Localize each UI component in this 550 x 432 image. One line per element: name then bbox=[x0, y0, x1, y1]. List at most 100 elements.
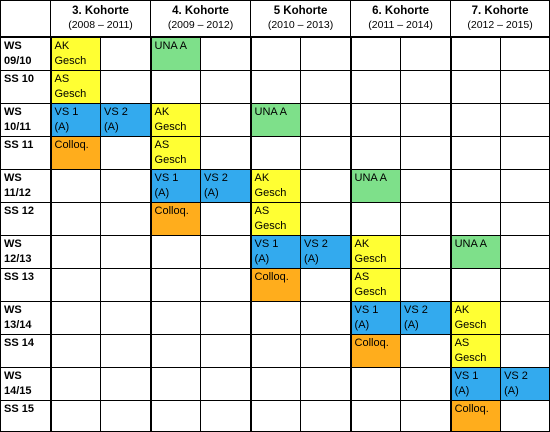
schedule-cell bbox=[99, 399, 152, 432]
module-label: AS Gesch bbox=[154, 138, 187, 166]
schedule-cell bbox=[400, 399, 452, 432]
schedule-cell bbox=[99, 201, 152, 236]
semester-label: SS 12 bbox=[0, 201, 51, 236]
schedule-cell bbox=[249, 399, 302, 432]
module-label: Colloq. bbox=[154, 204, 189, 217]
module-label: VS 1 (A) bbox=[154, 171, 179, 199]
module-label: AS Gesch bbox=[454, 336, 487, 364]
semester-row: SS 14 Colloq. AS Gesch bbox=[0, 333, 550, 368]
schedule-cell: VS 1 (A) bbox=[149, 168, 202, 203]
module-label: AS Gesch bbox=[54, 72, 87, 100]
schedule-cell: AS Gesch bbox=[349, 267, 402, 302]
schedule-cell bbox=[349, 69, 402, 104]
schedule-cell: Colloq. bbox=[349, 333, 402, 368]
schedule-cell: UNA A bbox=[149, 36, 202, 71]
semester-label: WS 12/13 bbox=[0, 234, 51, 269]
schedule-cell bbox=[200, 366, 252, 401]
schedule-cell bbox=[300, 366, 352, 401]
schedule-cell bbox=[349, 135, 402, 170]
cohort-name: 4. Kohorte bbox=[172, 5, 229, 18]
schedule-cell bbox=[99, 69, 152, 104]
schedule-cell bbox=[400, 36, 452, 71]
module-label: VS 2 (A) bbox=[404, 303, 428, 331]
schedule-cell bbox=[400, 201, 452, 236]
schedule-cell bbox=[149, 366, 202, 401]
schedule-cell bbox=[349, 399, 402, 432]
module-label: AK Gesch bbox=[254, 171, 287, 199]
schedule-cell bbox=[49, 168, 101, 203]
semester-row: SS 13 Colloq. AS Gesch bbox=[0, 267, 550, 302]
module-label: AS Gesch bbox=[254, 204, 287, 232]
schedule-cell bbox=[99, 267, 152, 302]
cohort-header-6: 6. Kohorte (2011 – 2014) bbox=[350, 0, 452, 38]
semester-row: SS 10 AS Gesch bbox=[0, 69, 550, 104]
schedule-cell bbox=[49, 333, 101, 368]
table-header: 3. Kohorte (2008 – 2011) 4. Kohorte (200… bbox=[0, 0, 550, 38]
schedule-body: WS 09/10 AK Gesch UNA A SS 10 AS Gesch WS 10/… bbox=[0, 36, 550, 432]
schedule-cell bbox=[200, 300, 252, 335]
schedule-cell bbox=[400, 333, 452, 368]
schedule-cell bbox=[200, 234, 252, 269]
schedule-cell: VS 1 (A) bbox=[49, 102, 101, 137]
module-label: AK Gesch bbox=[54, 39, 87, 67]
schedule-cell bbox=[449, 201, 502, 236]
semester-label: SS 14 bbox=[0, 333, 51, 368]
module-label: VS 2 (A) bbox=[504, 369, 528, 397]
semester-row: WS 12/13 VS 1 (A) VS 2 (A) AK Gesch UNA A bbox=[0, 234, 550, 269]
schedule-cell bbox=[99, 234, 152, 269]
schedule-cell bbox=[249, 300, 302, 335]
module-label: UNA A bbox=[354, 171, 387, 184]
cohort-years: (2009 – 2012) bbox=[167, 19, 234, 32]
schedule-cell bbox=[200, 69, 252, 104]
semester-row: SS 15 Colloq. bbox=[0, 399, 550, 432]
schedule-cell bbox=[200, 333, 252, 368]
schedule-cell: Colloq. bbox=[449, 399, 502, 432]
semester-row: WS 13/14 VS 1 (A) VS 2 (A) AK Gesch bbox=[0, 300, 550, 335]
cohort-name: 7. Kohorte bbox=[471, 5, 529, 18]
semester-row: SS 11 Colloq. AS Gesch bbox=[0, 135, 550, 170]
module-label: VS 1 (A) bbox=[54, 105, 79, 133]
schedule-cell: AS Gesch bbox=[449, 333, 502, 368]
cohort-years: (2008 – 2011) bbox=[68, 19, 133, 32]
module-label: VS 1 (A) bbox=[454, 369, 479, 397]
module-label: UNA A bbox=[254, 105, 287, 118]
semester-label: WS 14/15 bbox=[0, 366, 51, 401]
schedule-cell: VS 1 (A) bbox=[249, 234, 302, 269]
cohort-name: 3. Kohorte bbox=[72, 5, 129, 18]
schedule-cell: AS Gesch bbox=[249, 201, 302, 236]
schedule-cell bbox=[500, 168, 550, 203]
cohort-name: 6. Kohorte bbox=[372, 5, 429, 18]
schedule-cell bbox=[500, 36, 550, 71]
schedule-cell bbox=[500, 201, 550, 236]
schedule-cell bbox=[49, 201, 101, 236]
schedule-cell bbox=[200, 201, 252, 236]
schedule-cell: AK Gesch bbox=[449, 300, 502, 335]
schedule-cell: Colloq. bbox=[149, 201, 202, 236]
schedule-cell bbox=[99, 168, 152, 203]
module-label: VS 2 (A) bbox=[304, 237, 328, 265]
schedule-cell bbox=[300, 168, 352, 203]
schedule-cell bbox=[99, 300, 152, 335]
schedule-cell: VS 2 (A) bbox=[500, 366, 550, 401]
schedule-cell bbox=[400, 234, 452, 269]
schedule-cell bbox=[300, 201, 352, 236]
schedule-cell bbox=[200, 102, 252, 137]
schedule-cell bbox=[300, 333, 352, 368]
schedule-cell bbox=[300, 267, 352, 302]
schedule-cell: AK Gesch bbox=[149, 102, 202, 137]
schedule-cell bbox=[149, 69, 202, 104]
schedule-cell: Colloq. bbox=[249, 267, 302, 302]
semester-label: WS 11/12 bbox=[0, 168, 51, 203]
cohort-header-3: 3. Kohorte (2008 – 2011) bbox=[49, 0, 152, 38]
semester-row: WS 14/15 VS 1 (A) VS 2 (A) bbox=[0, 366, 550, 401]
cohort-header-7: 7. Kohorte (2012 – 2015) bbox=[450, 0, 550, 38]
schedule-cell bbox=[449, 267, 502, 302]
schedule-cell: UNA A bbox=[249, 102, 302, 137]
schedule-cell bbox=[349, 201, 402, 236]
schedule-cell bbox=[249, 69, 302, 104]
schedule-cell bbox=[500, 135, 550, 170]
module-label: VS 2 (A) bbox=[104, 105, 128, 133]
schedule-cell bbox=[99, 36, 152, 71]
schedule-cell bbox=[149, 300, 202, 335]
schedule-cell: AS Gesch bbox=[49, 69, 101, 104]
